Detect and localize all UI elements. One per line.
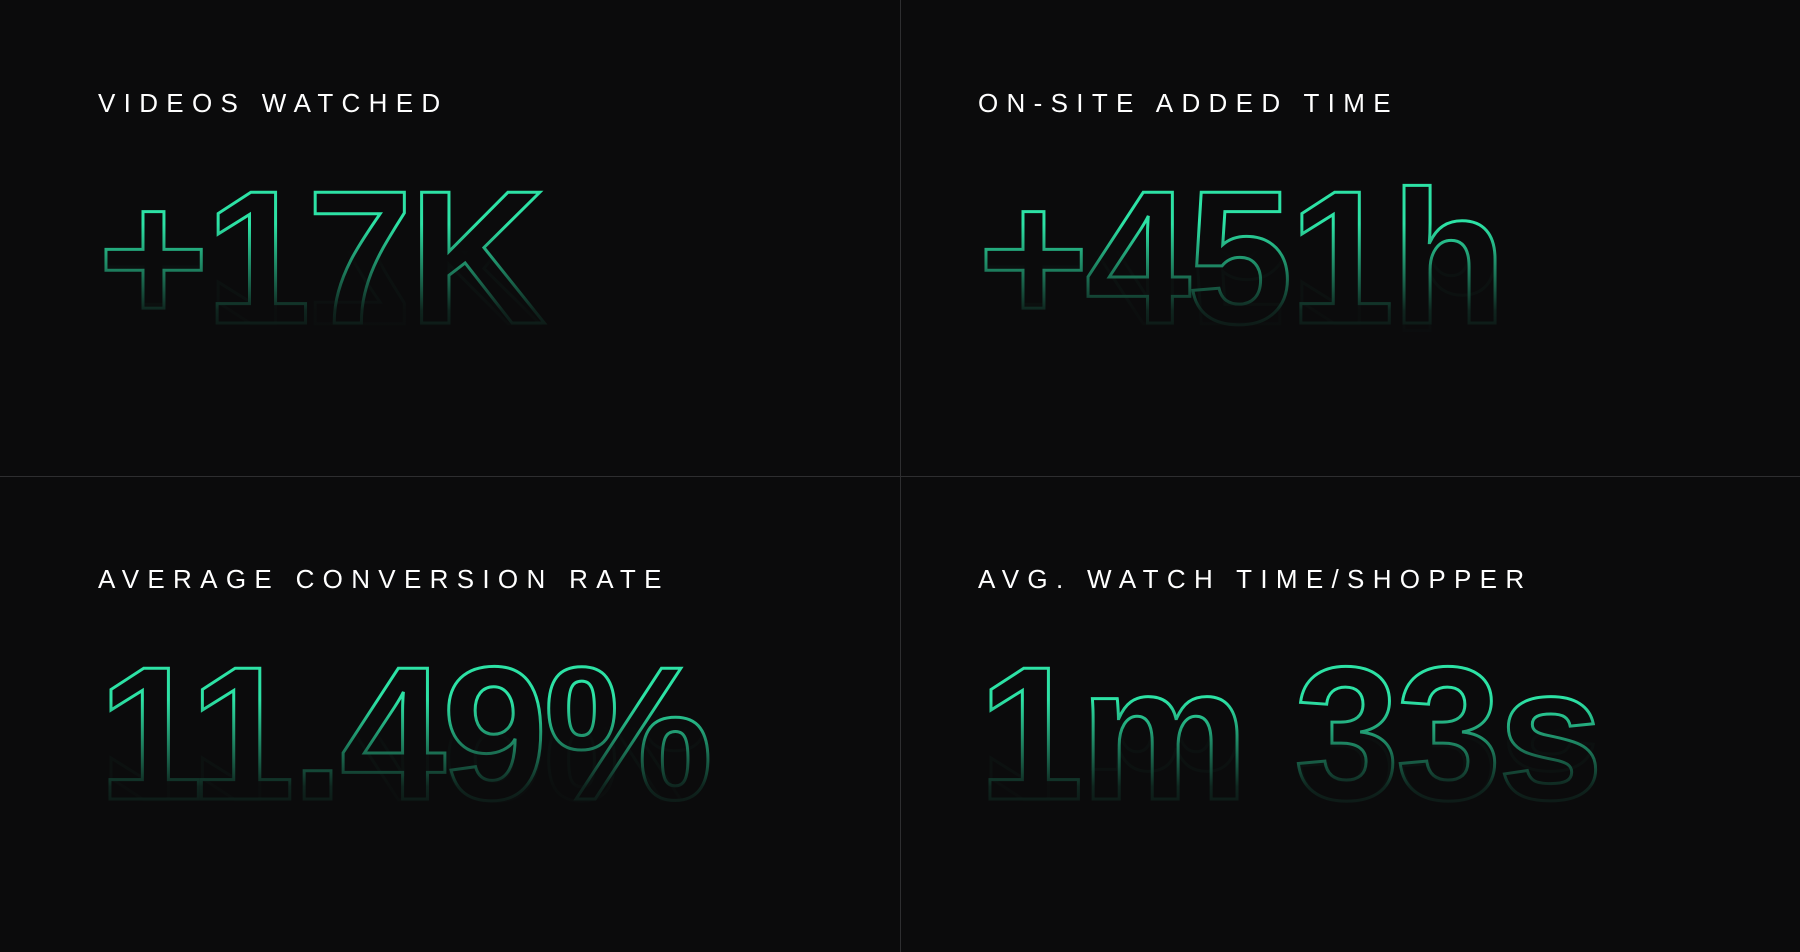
stat-value: 11.49%	[98, 628, 709, 840]
stat-label: AVG. WATCH TIME/SHOPPER	[978, 564, 1800, 595]
stat-label: VIDEOS WATCHED	[98, 88, 900, 119]
stat-label: AVERAGE CONVERSION RATE	[98, 564, 900, 595]
stat-onsite-added-time: ON-SITE ADDED TIME +451h +451h	[900, 0, 1800, 476]
stat-label: ON-SITE ADDED TIME	[978, 88, 1800, 119]
stat-value-wrap: +451h +451h	[978, 163, 1503, 353]
stat-videos-watched: VIDEOS WATCHED +17K +17K	[0, 0, 900, 476]
stat-value: 1m 33s	[978, 628, 1600, 840]
stat-value-wrap: +17K +17K	[98, 163, 542, 353]
stat-value-wrap: 11.49% 11.49%	[98, 639, 709, 829]
stat-avg-conversion-rate: AVERAGE CONVERSION RATE 11.49% 11.49%	[0, 476, 900, 952]
stat-value: +17K	[98, 152, 542, 364]
stats-grid: VIDEOS WATCHED +17K +17K ON-SITE ADDED T…	[0, 0, 1800, 952]
stat-value: +451h	[978, 152, 1503, 364]
stat-avg-watch-time: AVG. WATCH TIME/SHOPPER 1m 33s 1m 33s	[900, 476, 1800, 952]
stat-value-wrap: 1m 33s 1m 33s	[978, 639, 1600, 829]
